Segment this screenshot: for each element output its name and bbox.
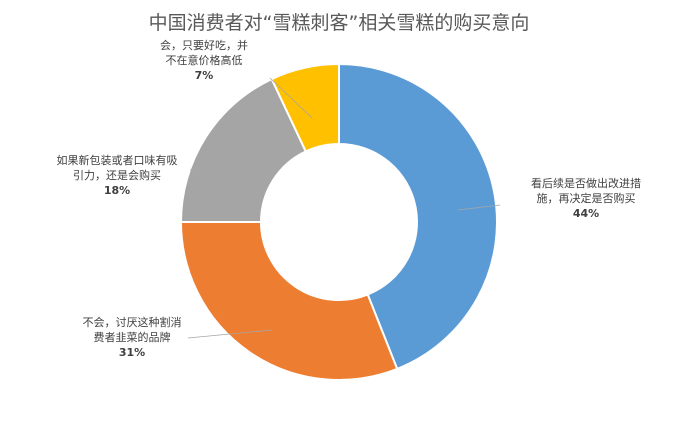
slice-pct-4: 7% <box>195 69 214 82</box>
slices-group <box>179 62 498 381</box>
leader-line-1 <box>457 204 501 211</box>
slice-label-4-line-2: 不在意价格高低 <box>166 53 243 67</box>
slice-label-2-line-1: 不会，讨厌这种割消 <box>83 315 182 329</box>
slice-2 <box>179 221 399 381</box>
slice-label-1-line-1: 看后续是否做出改进措 <box>531 176 641 190</box>
slice-label-4-line-1: 会，只要好吃，并 <box>160 38 248 52</box>
slice-pct-1: 44% <box>573 207 599 220</box>
leader-line-4 <box>269 77 313 119</box>
slice-label-3-line-1: 如果新包装或者口味有吸 <box>57 153 178 167</box>
slice-1 <box>338 62 498 371</box>
chart-title: 中国消费者对“雪糕刺客”相关雪糕的购买意向 <box>148 12 530 34</box>
leader-line-3 <box>189 165 233 171</box>
slice-3 <box>179 77 308 223</box>
slice-pct-2: 31% <box>119 346 145 359</box>
slice-label-3-line-2: 引力，还是会购买 <box>73 168 161 182</box>
leader-line-2 <box>187 329 273 339</box>
slice-label-1-line-2: 施，再决定是否购买 <box>537 191 636 205</box>
slice-pct-3: 18% <box>104 184 130 197</box>
slice-label-2-line-2: 费者韭菜的品牌 <box>94 330 171 344</box>
slice-4 <box>270 62 340 153</box>
leader-lines-group <box>187 77 501 339</box>
